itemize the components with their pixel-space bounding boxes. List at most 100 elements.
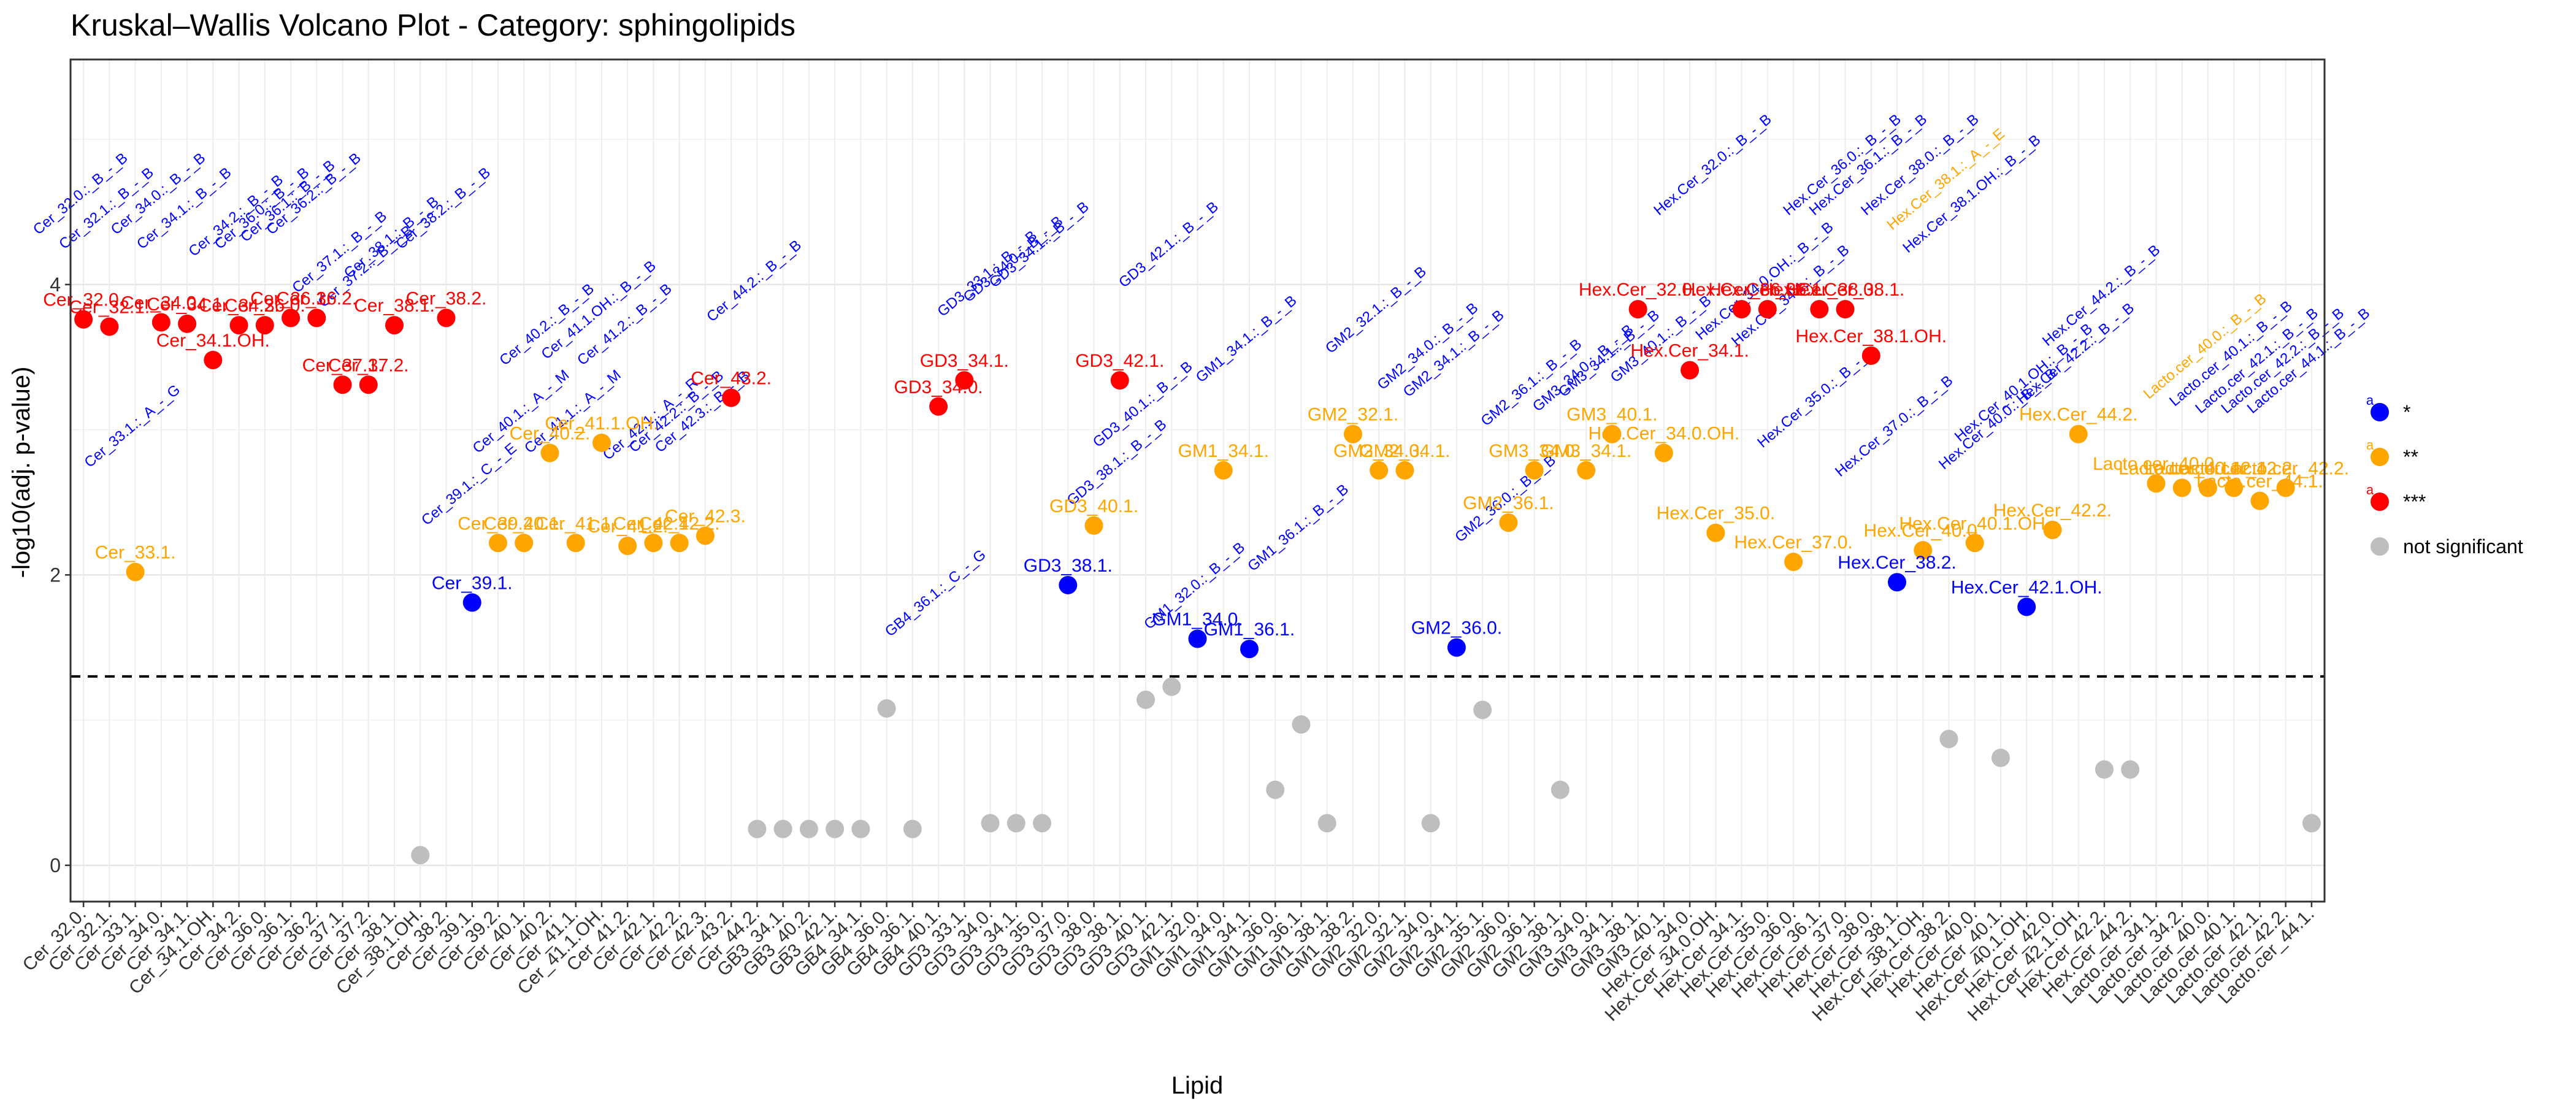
point-label: Cer_36.1. bbox=[250, 288, 331, 309]
point-label: Lacto.cer_42.2. bbox=[2171, 458, 2298, 478]
data-point bbox=[1343, 424, 1362, 443]
data-point bbox=[1965, 534, 1984, 553]
data-point bbox=[1732, 300, 1751, 319]
data-point bbox=[1706, 523, 1725, 542]
point-label: Cer_41.2. bbox=[587, 516, 668, 537]
data-point bbox=[981, 814, 1000, 833]
chart-title: Kruskal–Wallis Volcano Plot - Category: … bbox=[71, 8, 795, 42]
data-point bbox=[1033, 814, 1052, 833]
legend-label: * bbox=[2403, 401, 2410, 423]
point-label: GM3_40.1. bbox=[1566, 405, 1657, 425]
data-point bbox=[1836, 300, 1855, 319]
point-label: Cer_41.1. bbox=[535, 513, 616, 534]
data-point bbox=[2121, 760, 2140, 779]
legend-key-symbol bbox=[2371, 448, 2389, 466]
data-point bbox=[100, 317, 119, 336]
legend-key-letter: a bbox=[2366, 437, 2374, 453]
point-label: Cer_34.0. bbox=[121, 293, 202, 313]
data-point bbox=[1914, 541, 1933, 560]
data-point bbox=[2250, 491, 2269, 510]
point-label: Hex.Cer_37.0. bbox=[1734, 532, 1852, 553]
data-point bbox=[799, 819, 818, 838]
point-label: Lacto.cer_40.1. bbox=[2118, 458, 2245, 478]
legend-key-symbol bbox=[2371, 537, 2389, 556]
data-point bbox=[773, 819, 792, 838]
data-point bbox=[2095, 760, 2114, 779]
data-point bbox=[1603, 424, 1622, 443]
point-label: Cer_42.3. bbox=[665, 506, 746, 526]
y-tick-label: 4 bbox=[50, 274, 61, 296]
data-point bbox=[2147, 474, 2166, 493]
data-point bbox=[955, 371, 974, 390]
data-point bbox=[929, 397, 948, 416]
point-label: Cer_39.1. bbox=[432, 573, 513, 593]
point-label: GM1_34.0. bbox=[1152, 610, 1243, 630]
point-label: Hex.Cer_42.1.OH. bbox=[1951, 577, 2103, 597]
data-point bbox=[1447, 638, 1466, 657]
data-point bbox=[1240, 640, 1259, 659]
data-point bbox=[229, 316, 248, 335]
point-label: Cer_34.1. bbox=[147, 294, 228, 315]
point-label: Hex.Cer_34.1. bbox=[1630, 341, 1749, 361]
data-point bbox=[826, 819, 845, 838]
data-point bbox=[1758, 300, 1777, 319]
data-point bbox=[1991, 748, 2010, 767]
data-point bbox=[670, 534, 689, 553]
data-point bbox=[1654, 443, 1673, 462]
data-point bbox=[2198, 478, 2217, 497]
point-label: Cer_34.2. bbox=[199, 296, 280, 316]
data-point bbox=[1317, 814, 1336, 833]
legend: a * a ** a *** not significant bbox=[2366, 393, 2523, 558]
legend-label: ** bbox=[2403, 446, 2418, 468]
data-point bbox=[851, 819, 870, 838]
data-point bbox=[1137, 690, 1156, 709]
point-label: Hex.Cer_38.1.OH. bbox=[1795, 326, 1947, 347]
point-label: Cer_41.1.OH. bbox=[545, 413, 658, 434]
point-label: Hex.Cer_40.0. bbox=[1864, 521, 1982, 541]
point-label: Cer_34.1.OH. bbox=[156, 331, 270, 351]
data-point bbox=[204, 351, 223, 370]
data-point bbox=[592, 433, 611, 452]
data-point bbox=[1784, 553, 1803, 572]
data-point bbox=[1214, 461, 1233, 480]
point-label: Hex.Cer_38.2. bbox=[1838, 553, 1956, 573]
data-point bbox=[515, 534, 534, 553]
data-point bbox=[1525, 461, 1544, 480]
data-point bbox=[1681, 361, 1700, 380]
legend-key-letter: a bbox=[2366, 393, 2374, 408]
x-axis-title: Lipid bbox=[1171, 1072, 1224, 1099]
point-label: Lacto.cer_44.1. bbox=[2196, 472, 2323, 492]
point-label: Hex.Cer_38.1. bbox=[1786, 280, 1904, 300]
point-label: GM1_34.1. bbox=[1178, 441, 1269, 461]
legend-label: *** bbox=[2403, 491, 2426, 513]
data-point bbox=[1006, 814, 1025, 833]
point-label: Hex.Cer_36.1. bbox=[1708, 280, 1827, 300]
data-point bbox=[488, 534, 507, 553]
point-label: Hex.Cer_36.0. bbox=[1682, 280, 1801, 300]
point-label: Lacto.cer_42.2. bbox=[2222, 458, 2349, 478]
point-label: GM3_34.1. bbox=[1541, 441, 1631, 461]
data-point bbox=[1888, 573, 1907, 592]
plot-area: Cer_32.0.:_B_-_BCer_32.1.:_B_-_BCer_34.0… bbox=[19, 58, 2373, 1025]
data-point bbox=[307, 309, 326, 328]
data-point bbox=[1551, 780, 1570, 799]
point-label: GM2_36.0. bbox=[1411, 618, 1502, 638]
data-point bbox=[1499, 513, 1518, 532]
data-point bbox=[151, 313, 171, 332]
data-point bbox=[178, 314, 197, 333]
data-point bbox=[618, 537, 637, 556]
data-point bbox=[462, 593, 481, 612]
data-point bbox=[1577, 461, 1596, 480]
point-label: Hex.Cer_42.2. bbox=[1993, 500, 2112, 521]
point-label: Cer_42.1. bbox=[613, 513, 694, 534]
point-label: GM2_36.1. bbox=[1463, 493, 1554, 513]
data-point bbox=[644, 534, 663, 553]
data-point bbox=[255, 316, 274, 335]
data-point bbox=[1628, 300, 1647, 319]
data-point bbox=[748, 819, 767, 838]
point-label: Cer_37.2. bbox=[328, 355, 409, 375]
point-label: GD3_38.1. bbox=[1024, 556, 1113, 576]
data-point bbox=[359, 375, 378, 394]
legend-key-letter: a bbox=[2366, 482, 2374, 497]
